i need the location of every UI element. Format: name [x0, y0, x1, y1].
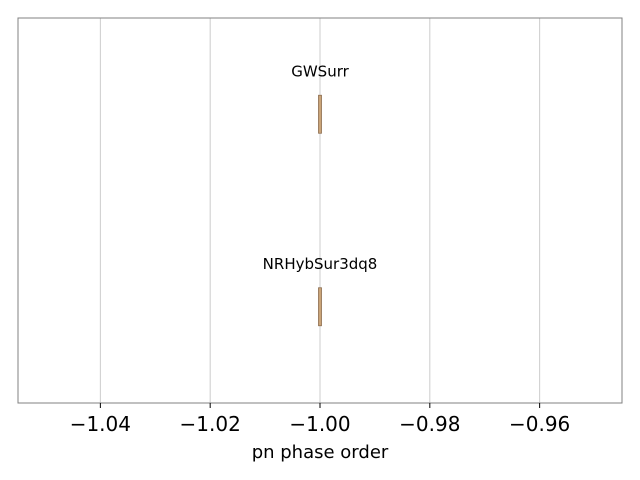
series-label: GWSurr: [291, 62, 349, 80]
violin-mark: [318, 287, 322, 327]
violin-mark: [318, 94, 322, 134]
x-tick-label: −1.00: [289, 412, 350, 436]
x-tick-label: −1.02: [180, 412, 241, 436]
x-axis-label: pn phase order: [252, 442, 389, 463]
chart-marks: GWSurr NRHybSur3dq8: [263, 62, 378, 327]
x-tick-label: −0.98: [399, 412, 460, 436]
x-tick-label: −0.96: [509, 412, 570, 436]
x-axis: −1.04 −1.02 −1.00 −0.98 −0.96: [70, 403, 570, 436]
series-label: NRHybSur3dq8: [263, 255, 378, 273]
x-tick-label: −1.04: [70, 412, 131, 436]
grid: [99, 18, 541, 403]
